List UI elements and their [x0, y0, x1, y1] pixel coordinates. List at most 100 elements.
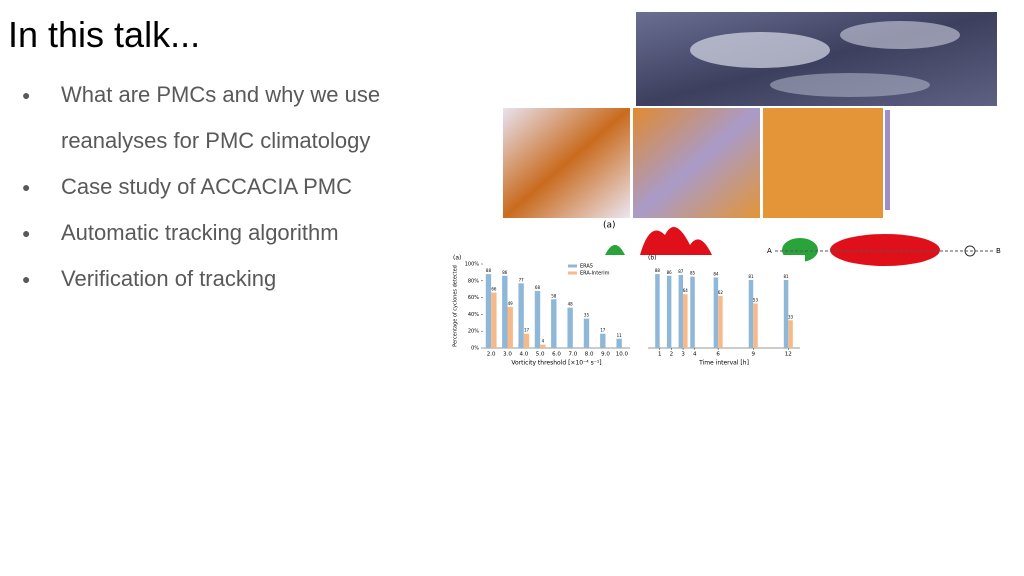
- value-label: 68: [535, 285, 541, 290]
- y-tick-label: 80%: [468, 278, 479, 284]
- cloud: [840, 21, 960, 49]
- cloud: [690, 32, 830, 68]
- value-label: 85: [690, 271, 696, 276]
- legend-swatch: [568, 271, 577, 275]
- bullet: Case study of ACCACIA PMC: [22, 164, 422, 210]
- bullet: Verification of tracking: [22, 256, 422, 302]
- value-label: 88: [486, 268, 492, 273]
- value-label: 86: [502, 270, 508, 275]
- colorbar: [885, 110, 890, 210]
- section-end: [964, 245, 976, 257]
- value-label: 17: [600, 328, 606, 333]
- cloud: [770, 73, 930, 97]
- x-tick-label: 2.0: [487, 352, 496, 358]
- value-label: 87: [678, 269, 684, 274]
- value-label: 48: [568, 302, 574, 307]
- y-axis-label: Percentage of cyclones detected: [453, 265, 459, 347]
- value-label: 66: [491, 287, 497, 292]
- bar: [502, 275, 508, 348]
- value-label: 81: [784, 274, 790, 279]
- bar: [540, 344, 546, 348]
- bar: [600, 333, 606, 348]
- bullet: Automatic tracking algorithm: [22, 210, 422, 256]
- bar: [551, 299, 557, 348]
- bar: [666, 275, 672, 348]
- value-label: 53: [753, 297, 759, 302]
- value-label: 35: [584, 313, 590, 318]
- panel-label: (a): [453, 255, 461, 262]
- point-label: A: [767, 247, 772, 255]
- x-axis-label: Time interval [h]: [698, 360, 749, 367]
- x-tick-label: 9.0: [601, 352, 610, 358]
- y-tick-label: 20%: [468, 329, 479, 335]
- value-label: 86: [667, 270, 673, 275]
- x-tick-label: 7.0: [568, 352, 577, 358]
- bar: [583, 318, 590, 348]
- bar: [518, 283, 524, 348]
- value-label: 4: [542, 339, 545, 344]
- bar: [485, 274, 492, 348]
- x-tick-label: 12: [785, 352, 792, 358]
- x-tick-label: 3.0: [503, 352, 512, 358]
- x-tick-label: 6.0: [552, 352, 561, 358]
- y-tick-label: 100%: [465, 262, 480, 268]
- bar: [616, 338, 622, 348]
- y-tick-label: 40%: [468, 312, 479, 318]
- y-tick-label: 60%: [468, 295, 479, 301]
- bar: [783, 279, 789, 348]
- map-panel: [763, 108, 883, 218]
- value-label: 33: [788, 314, 794, 319]
- bullet-list: What are PMCs and why we use reanalyses …: [22, 72, 422, 302]
- value-label: 11: [617, 333, 623, 338]
- bar: [507, 306, 513, 348]
- bar: [788, 320, 793, 348]
- bar: [690, 276, 695, 348]
- map-panel: [503, 108, 630, 218]
- value-label: 81: [748, 274, 754, 279]
- panel-label: (b): [648, 255, 657, 262]
- x-tick-label: 5.0: [536, 352, 545, 358]
- x-tick-label: 1: [658, 352, 662, 358]
- value-label: 64: [683, 288, 689, 293]
- bar: [678, 274, 684, 348]
- x-tick-label: 6: [716, 352, 720, 358]
- bar: [683, 294, 688, 348]
- y-tick-label: 0%: [471, 346, 479, 352]
- bar: [753, 303, 758, 348]
- x-tick-label: 2: [670, 352, 674, 358]
- value-label: 58: [551, 293, 557, 298]
- value-label: 17: [524, 328, 530, 333]
- bar: [491, 292, 497, 348]
- bar: [534, 290, 541, 348]
- legend-label: ERA5: [580, 264, 593, 270]
- x-tick-label: 8.0: [585, 352, 594, 358]
- value-label: 77: [519, 277, 525, 282]
- legend-label: ERA-Interim: [580, 271, 610, 277]
- map-panel: [633, 108, 760, 218]
- x-axis-label: Vorticity threshold [×10⁻⁴ s⁻¹]: [511, 360, 601, 367]
- bar: [567, 307, 573, 348]
- value-label: 49: [508, 301, 514, 306]
- bar: [718, 295, 723, 348]
- x-tick-label: 3: [681, 352, 685, 358]
- x-tick-label: 10.0: [616, 352, 629, 358]
- x-tick-label: 9: [751, 352, 755, 358]
- panel-label: (a): [603, 221, 616, 231]
- value-label: 62: [718, 290, 724, 295]
- bar: [713, 277, 719, 348]
- x-tick-label: 4.0: [519, 352, 528, 358]
- bar: [655, 274, 660, 348]
- cross-section-shape: [640, 227, 712, 255]
- bullet: What are PMCs and why we use reanalyses …: [22, 72, 422, 164]
- cross-section-shape: [830, 234, 940, 266]
- legend-swatch: [568, 264, 577, 268]
- bar: [748, 279, 754, 348]
- cross-section-shape: [605, 245, 625, 255]
- slide-title: In this talk...: [8, 14, 201, 55]
- value-label: 84: [713, 271, 719, 276]
- point-label: B: [996, 247, 1001, 255]
- x-tick-label: 4: [693, 352, 697, 358]
- bar: [523, 333, 530, 348]
